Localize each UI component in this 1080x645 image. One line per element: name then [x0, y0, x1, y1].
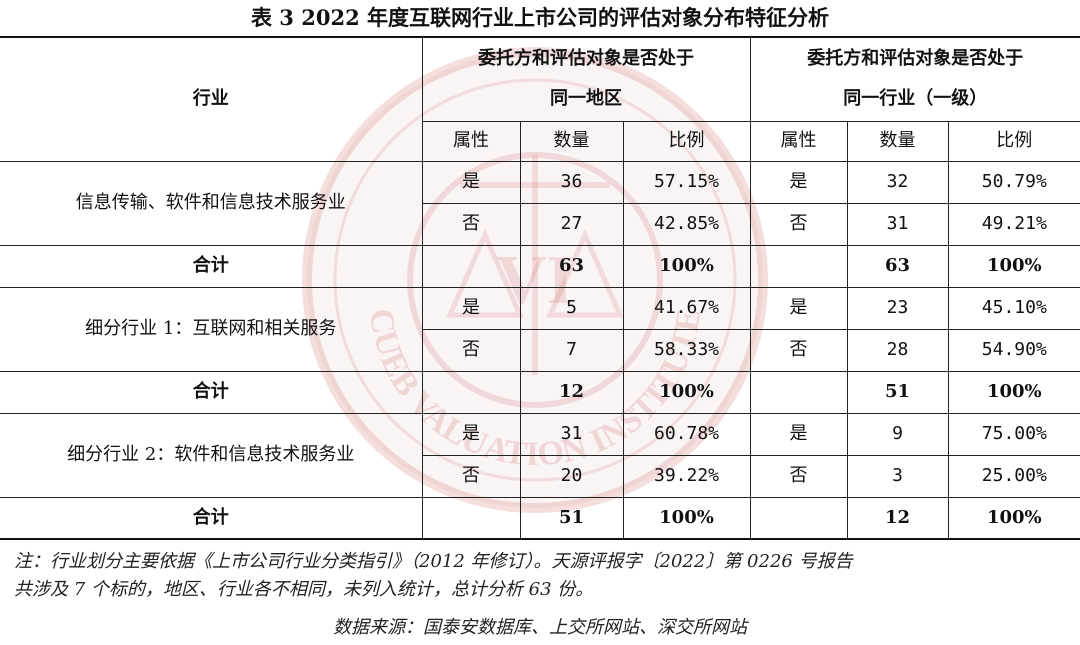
region-ratio: 41.67% [622, 286, 751, 330]
region-total-ratio: 100% [622, 496, 751, 540]
region-ratio: 57.15% [622, 160, 751, 204]
industry-attr: 是 [749, 160, 848, 204]
industry-attr: 否 [749, 454, 848, 498]
industry-count-header: 数量 [846, 120, 949, 162]
industry-count: 3 [846, 454, 949, 498]
industry-name: 信息传输、软件和信息技术服务业 [0, 160, 423, 246]
region-ratio: 60.78% [622, 412, 751, 456]
total-row: 合计 12 100% 51 100% [0, 370, 1080, 414]
region-attr-empty [421, 370, 521, 414]
industry-attr-empty [749, 370, 848, 414]
region-attr-header: 属性 [422, 120, 521, 162]
industry-total-ratio: 100% [947, 244, 1080, 288]
region-count: 5 [519, 286, 624, 330]
distribution-table: 行业 委托方和评估对象是否处于 同一地区 委托方和评估对象是否处于 同一行业（一… [0, 36, 1080, 540]
same-region-header: 委托方和评估对象是否处于 同一地区 [421, 36, 751, 122]
industry-attr-empty [749, 496, 848, 540]
header-row-1: 行业 委托方和评估对象是否处于 同一地区 委托方和评估对象是否处于 同一行业（一… [0, 36, 1080, 162]
total-row: 合计 51 100% 12 100% [0, 496, 1080, 540]
industry-attr: 否 [749, 328, 848, 372]
table-row: 否 7 58.33% 否 28 54.90% [0, 328, 1080, 372]
table-row: 细分行业 2：软件和信息技术服务业 是 31 60.78% 是 9 75.00% [0, 412, 1080, 498]
industry-ratio: 49.21% [947, 202, 1080, 246]
table-title: 表 3 2022 年度互联网行业上市公司的评估对象分布特征分析 [251, 5, 829, 30]
industry-name: 细分行业 2：软件和信息技术服务业 [0, 412, 423, 498]
region-attr: 否 [422, 454, 521, 498]
region-attr: 是 [421, 160, 521, 204]
industry-attr-header: 属性 [749, 120, 848, 162]
total-label: 合计 [0, 370, 423, 414]
region-count: 27 [519, 202, 624, 246]
industry-count: 32 [846, 160, 949, 204]
region-ratio: 39.22% [622, 454, 751, 498]
region-ratio: 42.85% [622, 202, 751, 246]
industry-count: 28 [846, 328, 949, 372]
same-industry-header: 委托方和评估对象是否处于 同一行业（一级） [749, 36, 1080, 122]
industry-count: 23 [846, 286, 949, 330]
total-label: 合计 [0, 244, 423, 288]
industry-count: 9 [846, 412, 949, 456]
industry-ratio: 45.10% [947, 286, 1080, 330]
region-total-ratio: 100% [622, 244, 751, 288]
region-count: 36 [519, 160, 624, 204]
region-attr: 否 [422, 202, 521, 246]
same-industry-header-line1: 委托方和评估对象是否处于 [807, 48, 1024, 70]
header-row-2: 属性 数量 比例 属性 数量 比例 [0, 120, 1080, 162]
industry-total-count: 12 [846, 496, 949, 540]
industry-ratio: 54.90% [947, 328, 1080, 372]
industry-total-count: 51 [846, 370, 949, 414]
industry-attr: 是 [749, 412, 848, 456]
region-attr: 是 [421, 412, 521, 456]
region-attr-empty [421, 496, 521, 540]
region-total-ratio: 100% [622, 370, 751, 414]
region-attr: 是 [421, 286, 521, 330]
region-attr: 否 [422, 328, 521, 372]
same-industry-header-line2: 同一行业（一级） [843, 88, 988, 110]
industry-header: 行业 [0, 36, 423, 162]
industry-ratio: 75.00% [947, 412, 1080, 456]
data-source: 数据来源：国泰安数据库、上交所网站、深交所网站 [333, 617, 747, 638]
total-row: 合计 63 100% 63 100% [0, 244, 1080, 288]
industry-ratio-header: 比例 [947, 120, 1080, 162]
industry-ratio: 25.00% [947, 454, 1080, 498]
total-label: 合计 [0, 496, 423, 540]
industry-attr: 是 [749, 286, 848, 330]
table-row: 否 27 42.85% 否 31 49.21% [0, 202, 1080, 246]
region-ratio-header: 比例 [622, 120, 751, 162]
region-count: 31 [519, 412, 624, 456]
region-count-header: 数量 [519, 120, 624, 162]
industry-attr-empty [749, 244, 848, 288]
industry-attr: 否 [749, 202, 848, 246]
region-total-count: 63 [519, 244, 624, 288]
region-attr-empty [421, 244, 521, 288]
industry-name: 细分行业 1：互联网和相关服务 [0, 286, 423, 372]
region-total-count: 51 [519, 496, 624, 540]
region-ratio: 58.33% [622, 328, 751, 372]
industry-total-ratio: 100% [947, 370, 1080, 414]
region-count: 20 [519, 454, 624, 498]
industry-count: 31 [846, 202, 949, 246]
region-count: 7 [519, 328, 624, 372]
same-region-header-line1: 委托方和评估对象是否处于 [478, 48, 694, 70]
table-row: 细分行业 1：互联网和相关服务 是 5 41.67% 是 23 45.10% [0, 286, 1080, 372]
industry-total-ratio: 100% [947, 496, 1080, 540]
table-row: 信息传输、软件和信息技术服务业 是 36 57.15% 是 32 50.79% [0, 160, 1080, 246]
region-total-count: 12 [519, 370, 624, 414]
table-note-line2: 共涉及 7 个标的，地区、行业各不相同，未列入统计，总计分析 63 份。 [14, 579, 594, 600]
table-row: 否 20 39.22% 否 3 25.00% [0, 454, 1080, 498]
table-note-line1: 注：行业划分主要依据《上市公司行业分类指引》（2012 年修订）。天源评报字〔2… [14, 551, 853, 572]
industry-ratio: 50.79% [947, 160, 1080, 204]
same-region-header-line2: 同一地区 [550, 88, 622, 110]
industry-total-count: 63 [846, 244, 949, 288]
